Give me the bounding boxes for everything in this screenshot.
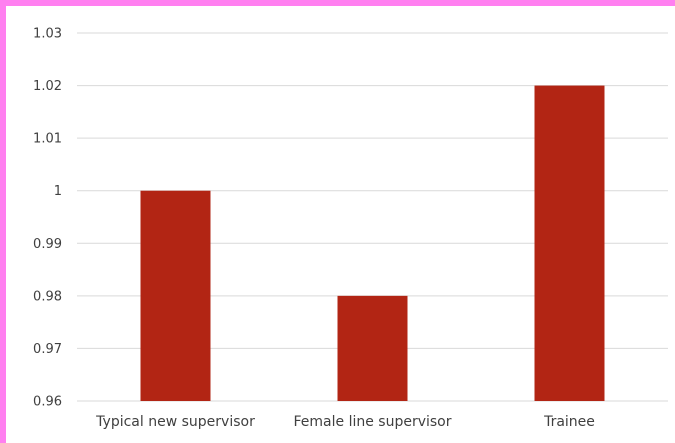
y-tick-label: 0.97 [33, 342, 62, 357]
y-tick-label: 1.02 [33, 79, 62, 94]
y-axis-tick-labels: 0.96 0.97 0.98 0.99 1 1.01 1.02 1.03 [33, 27, 62, 410]
x-category-label: Typical new supervisor [95, 414, 255, 430]
bars [140, 85, 605, 402]
y-tick-label: 0.98 [33, 289, 62, 304]
bar-trainee [534, 85, 605, 402]
y-tick-label: 1 [54, 184, 62, 199]
bar-typical-new-supervisor [140, 190, 211, 401]
x-axis-category-labels: Typical new supervisor Female line superv… [95, 414, 595, 430]
y-tick-label: 0.96 [33, 395, 62, 410]
y-tick-label: 1.01 [33, 132, 62, 147]
y-tick-label: 1.03 [33, 27, 62, 42]
x-category-label: Trainee [543, 414, 595, 430]
bar-female-line-supervisor [337, 295, 408, 401]
y-tick-label: 0.99 [33, 237, 62, 252]
x-category-label: Female line supervisor [294, 414, 452, 430]
